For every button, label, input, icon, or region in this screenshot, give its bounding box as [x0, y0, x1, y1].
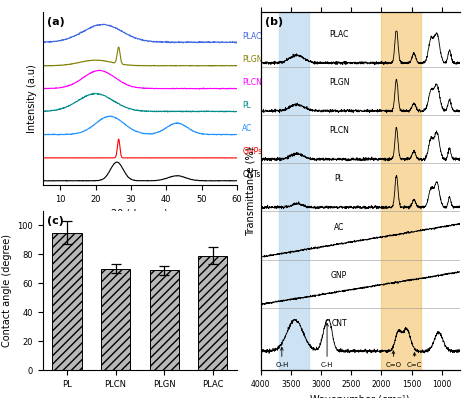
Text: (b): (b): [264, 17, 283, 27]
Text: O-H: O-H: [275, 347, 289, 368]
Bar: [382, 12, 420, 370]
Text: (c): (c): [46, 216, 64, 226]
Text: PL: PL: [242, 101, 251, 110]
Text: CNTs: CNTs: [242, 170, 261, 179]
Text: GNPs: GNPs: [242, 147, 263, 156]
Text: AC: AC: [334, 222, 344, 232]
Text: PLAC: PLAC: [329, 30, 349, 39]
Bar: [101, 269, 130, 370]
Text: C-H: C-H: [321, 323, 333, 368]
Text: PLAC: PLAC: [242, 32, 262, 41]
Bar: [279, 12, 309, 370]
Text: GNP: GNP: [331, 271, 347, 280]
Text: CNT: CNT: [331, 319, 347, 328]
Text: PLGN: PLGN: [329, 78, 349, 87]
Y-axis label: Contact angle (degree): Contact angle (degree): [1, 234, 12, 347]
Y-axis label: Transmittance (%): Transmittance (%): [245, 146, 255, 236]
Bar: [198, 256, 228, 370]
Text: (a): (a): [46, 17, 64, 27]
Bar: [149, 270, 179, 370]
X-axis label: 2θ (degree): 2θ (degree): [111, 209, 168, 219]
Bar: [52, 233, 82, 370]
Text: C=C: C=C: [407, 353, 422, 368]
Text: PLCN: PLCN: [329, 127, 349, 135]
Text: AC: AC: [242, 124, 253, 133]
Y-axis label: Intensity (a.u): Intensity (a.u): [27, 64, 37, 133]
Text: PLCN: PLCN: [242, 78, 262, 87]
Text: PL: PL: [335, 174, 344, 183]
X-axis label: Wavenumber (cm⁻¹): Wavenumber (cm⁻¹): [310, 394, 410, 398]
Text: C=O: C=O: [385, 351, 401, 368]
Text: PLGN: PLGN: [242, 55, 263, 64]
